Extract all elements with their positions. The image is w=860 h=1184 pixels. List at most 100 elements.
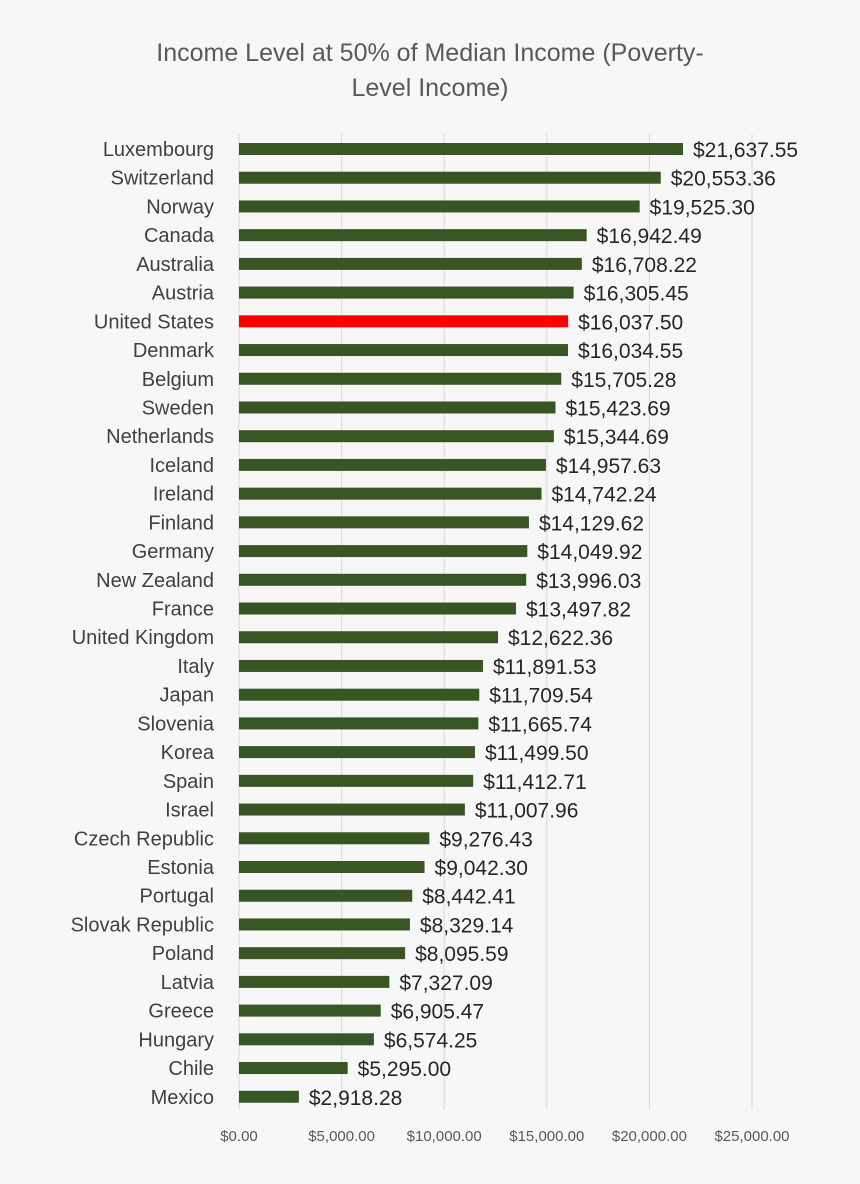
bar <box>239 1033 374 1046</box>
value-label: $8,095.59 <box>415 943 508 966</box>
value-label: $11,007.96 <box>475 800 579 823</box>
value-label: $5,295.00 <box>358 1058 451 1081</box>
x-tick-label: $10,000.00 <box>407 1128 482 1145</box>
category-label: New Zealand <box>96 570 214 592</box>
bar <box>239 171 661 184</box>
category-label: Hungary <box>138 1029 214 1051</box>
value-label: $11,709.54 <box>489 685 593 708</box>
category-label: Austria <box>152 283 215 305</box>
value-label: $15,705.28 <box>571 369 676 392</box>
bar <box>239 861 425 873</box>
bar <box>239 947 406 960</box>
category-label: Mexico <box>151 1087 214 1109</box>
category-label: Greece <box>148 1001 214 1023</box>
bar <box>239 229 587 242</box>
category-label: Switzerland <box>111 168 214 190</box>
bar <box>239 401 556 414</box>
x-tick-label: $0.00 <box>220 1128 258 1145</box>
bar <box>239 803 465 816</box>
category-label: Poland <box>152 943 214 965</box>
category-label: Ireland <box>153 484 214 506</box>
category-label: United Kingdom <box>72 627 214 649</box>
value-label: $15,423.69 <box>565 397 670 420</box>
value-label: $13,497.82 <box>526 599 631 622</box>
value-label: $2,918.28 <box>309 1087 402 1110</box>
bar <box>239 602 516 615</box>
value-label: $19,525.30 <box>650 196 755 219</box>
bar <box>239 286 574 299</box>
value-label: $21,637.55 <box>693 139 798 162</box>
category-label: Chile <box>168 1058 214 1080</box>
value-label: $6,574.25 <box>384 1029 477 1052</box>
value-label: $16,942.49 <box>597 225 702 248</box>
category-label: Denmark <box>133 340 215 362</box>
category-label: Spain <box>163 771 214 793</box>
value-label: $15,344.69 <box>564 426 669 449</box>
bar <box>239 487 542 500</box>
chart-title: Income Level at 50% of Median Income (Po… <box>0 36 860 106</box>
bar <box>239 573 527 586</box>
value-label: $16,708.22 <box>592 254 697 277</box>
category-label: Finland <box>148 512 214 534</box>
category-label: Estonia <box>147 857 215 879</box>
value-label: $11,891.53 <box>493 656 597 679</box>
value-label: $8,329.14 <box>420 914 514 937</box>
category-label: Italy <box>177 656 214 678</box>
category-label: Luxembourg <box>103 139 214 161</box>
category-label: Czech Republic <box>74 828 214 850</box>
category-label: Sweden <box>142 397 214 419</box>
bar <box>239 430 554 443</box>
value-label: $11,412.71 <box>483 771 587 794</box>
value-label: $20,553.36 <box>671 168 776 191</box>
bar <box>239 344 569 357</box>
bar <box>239 1004 381 1017</box>
bar <box>239 631 499 644</box>
category-label: Portugal <box>140 886 215 908</box>
bar <box>239 458 546 471</box>
category-label: Belgium <box>142 369 214 391</box>
category-label: France <box>152 599 214 621</box>
value-label: $16,305.45 <box>584 283 689 306</box>
value-label: $11,665.74 <box>488 713 592 736</box>
x-tick-label: $15,000.00 <box>509 1128 584 1145</box>
bar <box>239 688 480 701</box>
value-label: $14,049.92 <box>537 541 642 564</box>
bar <box>239 774 474 787</box>
category-label: Korea <box>161 742 215 764</box>
chart-title-line-1: Income Level at 50% of Median Income (Po… <box>156 39 704 67</box>
category-label: Norway <box>146 196 214 218</box>
value-label: $7,327.09 <box>399 972 492 995</box>
category-label: Latvia <box>161 972 215 994</box>
category-label: Australia <box>136 254 215 276</box>
value-label: $14,742.24 <box>552 484 657 507</box>
category-label: Netherlands <box>106 426 214 448</box>
category-label: Slovak Republic <box>71 914 214 936</box>
bar <box>239 889 413 902</box>
value-label: $6,905.47 <box>391 1001 484 1024</box>
value-label: $14,129.62 <box>539 512 644 535</box>
bar-highlighted <box>239 315 569 328</box>
bar <box>239 372 562 385</box>
category-label: Israel <box>165 800 214 822</box>
value-label: $14,957.63 <box>556 455 661 478</box>
value-label: $9,042.30 <box>435 857 528 880</box>
bar <box>239 516 529 529</box>
bar <box>239 659 484 672</box>
category-label: United States <box>94 311 214 333</box>
value-label: $16,034.55 <box>578 340 683 363</box>
value-label: $12,622.36 <box>508 627 613 650</box>
bar <box>239 545 528 558</box>
x-tick-label: $5,000.00 <box>308 1128 375 1145</box>
value-label: $13,996.03 <box>536 570 641 593</box>
value-label: $16,037.50 <box>578 311 683 334</box>
category-label: Japan <box>160 685 215 707</box>
bar <box>239 832 430 845</box>
bar <box>239 717 479 730</box>
category-label: Germany <box>132 541 214 563</box>
bar <box>239 257 582 270</box>
value-label: $11,499.50 <box>485 742 589 765</box>
bar <box>239 143 684 155</box>
value-label: $9,276.43 <box>439 828 532 851</box>
